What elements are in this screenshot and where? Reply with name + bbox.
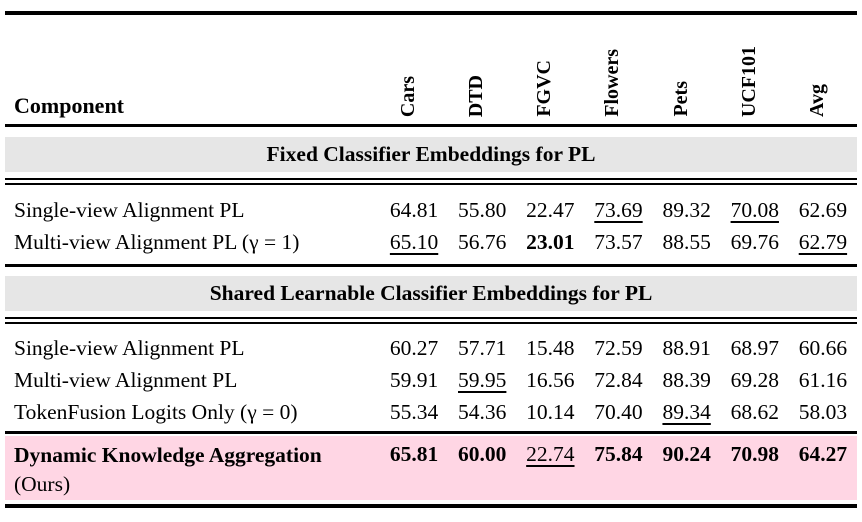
table-row-single-view-shared: Single-view Alignment PL 60.27 57.71 15.…	[5, 332, 857, 364]
score-cell: 72.59	[594, 335, 643, 360]
score-cell: 64.81	[389, 197, 439, 222]
row-label: Multi-view Alignment PL	[14, 367, 238, 392]
score-cell-bold: 65.81	[389, 442, 439, 466]
score-cell: 88.39	[662, 367, 711, 392]
column-header-cell: UCF101	[721, 46, 789, 117]
pre-highlight-rule	[5, 431, 857, 434]
score-cell: 89.32	[662, 197, 711, 222]
score-cell: 55.80	[458, 197, 507, 222]
score-cell-underlined: 62.79	[798, 229, 848, 254]
section-divider-rule	[5, 264, 857, 267]
section-rule	[5, 178, 857, 185]
ablation-table: Component Cars DTD FGVC Flowers Pets UCF…	[5, 11, 857, 508]
score-cell-bold: 70.98	[730, 442, 779, 466]
column-header-cell: Cars	[380, 76, 448, 117]
table-row-multi-view-shared: Multi-view Alignment PL 59.91 59.95 16.5…	[5, 364, 857, 396]
score-cell: 70.40	[594, 399, 643, 424]
ours-suffix: (Ours)	[14, 472, 71, 496]
table-row-dynamic-knowledge-aggregation: Dynamic Knowledge Aggregation (Ours) 65.…	[5, 436, 857, 500]
table-row-multi-view-fixed: Multi-view Alignment PL (γ = 1) 65.10 56…	[5, 226, 857, 258]
score-cell-bold: 23.01	[526, 229, 575, 254]
column-header-cell: Flowers	[584, 49, 652, 117]
score-cell: 57.71	[458, 335, 507, 360]
score-cell: 69.28	[730, 367, 779, 392]
section-title: Shared Learnable Classifier Embeddings f…	[209, 281, 653, 305]
section-rule	[5, 317, 857, 324]
row-label: Single-view Alignment PL	[14, 197, 245, 222]
column-header-avg: Avg	[805, 84, 828, 117]
score-cell-underlined: 89.34	[662, 399, 711, 424]
row-label: Multi-view Alignment PL (γ = 1)	[14, 229, 300, 254]
score-cell: 60.66	[798, 335, 848, 360]
score-cell-underlined: 70.08	[730, 197, 779, 222]
table-row-tokenfusion-logits: TokenFusion Logits Only (γ = 0) 55.34 54…	[5, 396, 857, 428]
score-cell: 69.76	[730, 229, 779, 254]
score-cell: 68.62	[730, 399, 779, 424]
score-cell-underlined: 22.74	[526, 442, 575, 466]
component-column-header: Component	[14, 93, 125, 118]
score-cell: 22.47	[526, 197, 575, 222]
column-header-pets: Pets	[669, 81, 692, 117]
score-cell: 73.57	[594, 229, 643, 254]
score-cell-underlined: 65.10	[389, 229, 439, 254]
table-header-row: Component Cars DTD FGVC Flowers Pets UCF…	[5, 15, 857, 124]
column-header-dtd: DTD	[465, 74, 488, 117]
bottom-rule	[5, 504, 857, 508]
score-cell: 15.48	[526, 335, 575, 360]
column-header-flowers: Flowers	[601, 49, 624, 117]
column-header-ucf101: UCF101	[737, 45, 760, 117]
column-header-cell: Pets	[653, 81, 721, 117]
score-cell: 88.55	[662, 229, 711, 254]
header-rule	[5, 124, 857, 127]
score-cell: 54.36	[458, 399, 507, 424]
score-cell: 61.16	[798, 367, 848, 392]
score-cell-bold: 64.27	[798, 442, 848, 466]
score-cell: 88.91	[662, 335, 711, 360]
score-cell-underlined: 59.95	[458, 367, 507, 392]
score-cell-underlined: 73.69	[594, 197, 643, 222]
column-header-cell: FGVC	[516, 60, 584, 117]
score-cell: 62.69	[798, 197, 848, 222]
score-cell: 58.03	[798, 399, 848, 424]
score-cell: 68.97	[730, 335, 779, 360]
table-row-single-view-fixed: Single-view Alignment PL 64.81 55.80 22.…	[5, 194, 857, 226]
score-cell-bold: 60.00	[458, 442, 507, 466]
score-cell: 16.56	[526, 367, 575, 392]
column-header-cell: Avg	[789, 84, 857, 117]
column-header-fgvc: FGVC	[533, 60, 556, 117]
top-rule	[5, 11, 857, 15]
score-cell: 60.27	[389, 335, 439, 360]
column-header-cars: Cars	[397, 75, 420, 117]
section-title: Fixed Classifier Embeddings for PL	[266, 142, 596, 166]
score-cell: 10.14	[526, 399, 575, 424]
score-cell: 59.91	[389, 367, 439, 392]
section-header-fixed-classifier: Fixed Classifier Embeddings for PL	[5, 137, 857, 172]
row-label: Single-view Alignment PL	[14, 335, 245, 360]
section-header-shared-learnable: Shared Learnable Classifier Embeddings f…	[5, 276, 857, 311]
score-cell: 72.84	[594, 367, 643, 392]
score-cell-bold: 75.84	[594, 442, 643, 466]
ours-method-name: Dynamic Knowledge Aggregation	[14, 443, 322, 467]
row-label: TokenFusion Logits Only (γ = 0)	[14, 399, 298, 424]
score-cell-bold: 90.24	[662, 442, 711, 466]
column-header-cell: DTD	[448, 75, 516, 117]
score-cell: 55.34	[389, 399, 439, 424]
row-label-ours: Dynamic Knowledge Aggregation (Ours)	[5, 441, 380, 499]
score-cell: 56.76	[458, 229, 507, 254]
